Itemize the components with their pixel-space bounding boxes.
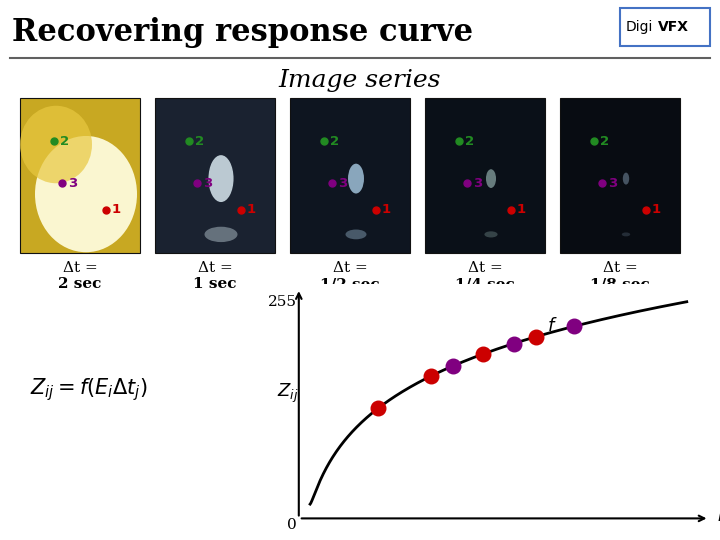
Text: 3: 3 — [68, 177, 77, 190]
Ellipse shape — [486, 169, 496, 188]
Text: 255: 255 — [268, 295, 297, 309]
Bar — [155, 98, 275, 253]
Text: 2 sec: 2 sec — [58, 277, 102, 291]
Text: Δt =: Δt = — [467, 261, 503, 275]
Text: 2: 2 — [330, 135, 338, 148]
Text: Image series: Image series — [279, 69, 441, 91]
Text: 3: 3 — [473, 177, 482, 190]
Point — [425, 372, 436, 381]
Text: 1: 1 — [652, 203, 660, 216]
Text: 2: 2 — [194, 135, 204, 148]
Text: VFX: VFX — [658, 20, 689, 34]
Text: 2: 2 — [600, 135, 608, 148]
Bar — [560, 98, 680, 253]
Point — [568, 322, 580, 330]
Text: Δt =: Δt = — [603, 261, 637, 275]
Text: Δt =: Δt = — [63, 261, 97, 275]
Point — [508, 339, 519, 348]
Bar — [620, 8, 710, 46]
Text: $f$: $f$ — [547, 316, 558, 335]
Point — [477, 349, 489, 358]
Point — [447, 361, 459, 370]
Text: 0: 0 — [287, 518, 297, 532]
Text: 1: 1 — [516, 203, 526, 216]
Text: $E_i\Delta t_j$: $E_i\Delta t_j$ — [717, 507, 720, 530]
Ellipse shape — [485, 231, 498, 238]
Text: 3: 3 — [338, 177, 347, 190]
Ellipse shape — [204, 227, 238, 242]
Text: Recovering response curve: Recovering response curve — [12, 17, 473, 48]
Ellipse shape — [209, 155, 233, 202]
Text: $Z_{ij}$: $Z_{ij}$ — [277, 381, 299, 404]
Text: $Z_{ij} = f(E_i\Delta t_j)$: $Z_{ij} = f(E_i\Delta t_j)$ — [30, 376, 148, 403]
Bar — [290, 98, 410, 253]
Ellipse shape — [20, 106, 92, 183]
Point — [372, 404, 384, 413]
Ellipse shape — [348, 164, 364, 193]
Bar — [20, 98, 140, 253]
Bar — [425, 98, 545, 253]
Text: 1/4 sec: 1/4 sec — [455, 277, 515, 291]
Text: 1: 1 — [246, 203, 256, 216]
Text: Δt =: Δt = — [333, 261, 367, 275]
Point — [531, 333, 542, 341]
Text: 1: 1 — [112, 203, 120, 216]
Ellipse shape — [622, 232, 630, 237]
Text: Δt =: Δt = — [197, 261, 233, 275]
Text: 1 sec: 1 sec — [193, 277, 237, 291]
Text: Digi: Digi — [626, 20, 653, 34]
Text: 2: 2 — [464, 135, 474, 148]
Ellipse shape — [35, 136, 137, 252]
Text: 1/2 sec: 1/2 sec — [320, 277, 380, 291]
Text: 3: 3 — [203, 177, 212, 190]
Text: 3: 3 — [608, 177, 617, 190]
Ellipse shape — [346, 230, 366, 239]
Ellipse shape — [623, 173, 629, 185]
Text: 1: 1 — [382, 203, 390, 216]
Text: 1/8 sec: 1/8 sec — [590, 277, 650, 291]
Text: 2: 2 — [60, 135, 68, 148]
